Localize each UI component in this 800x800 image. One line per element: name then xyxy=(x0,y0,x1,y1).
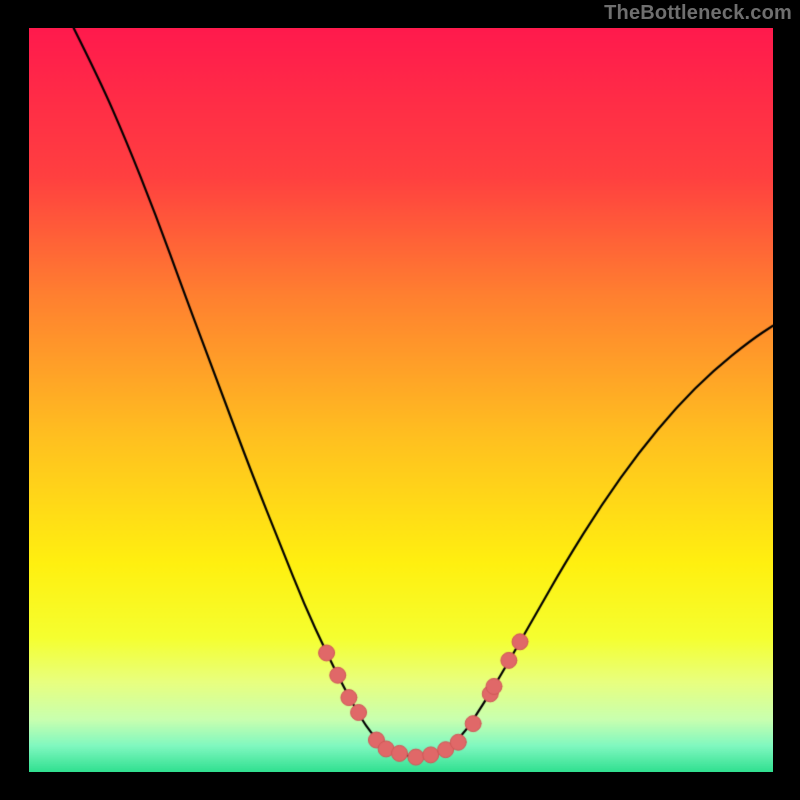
chart-canvas xyxy=(29,28,773,772)
outer-frame: TheBottleneck.com xyxy=(0,0,800,800)
plot-area xyxy=(29,28,773,772)
watermark-text: TheBottleneck.com xyxy=(604,2,792,25)
